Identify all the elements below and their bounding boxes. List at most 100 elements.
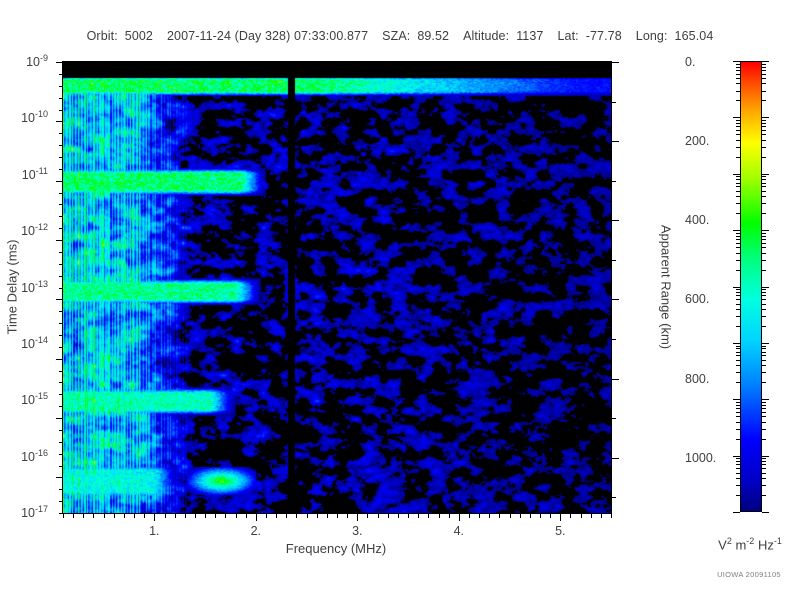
axis-tick — [56, 62, 63, 63]
axis-tick — [56, 418, 63, 420]
axis-tick — [762, 468, 766, 470]
frequency-tick-label: 1. — [149, 524, 160, 538]
axis-tick — [736, 416, 740, 418]
axis-tick — [736, 299, 740, 300]
axis-tick — [762, 316, 766, 317]
axis-tick — [347, 514, 349, 518]
axis-tick — [736, 295, 740, 297]
axis-tick — [736, 242, 740, 244]
axis-tick — [56, 180, 63, 182]
axis-tick — [736, 411, 740, 413]
axis-tick — [59, 133, 63, 135]
colorbar-tick-label: 10-14 — [21, 334, 48, 351]
axis-tick — [762, 458, 766, 460]
axis-tick — [762, 129, 766, 131]
axis-tick — [762, 120, 766, 121]
axis-tick — [762, 238, 766, 240]
x-axis-title: Frequency (MHz) — [285, 541, 387, 556]
axis-tick — [56, 358, 63, 360]
axis-tick — [612, 220, 619, 222]
axis-tick — [326, 514, 328, 518]
axis-tick — [762, 235, 766, 237]
apparent-range-tick-label: 1000. — [685, 450, 717, 465]
axis-tick — [59, 394, 63, 396]
axis-tick — [316, 514, 318, 518]
axis-tick — [276, 514, 278, 518]
axis-tick — [762, 299, 766, 300]
axis-tick — [736, 478, 740, 480]
axis-tick — [59, 382, 63, 384]
axis-tick — [174, 514, 176, 518]
axis-tick — [59, 251, 63, 253]
axis-tick — [59, 335, 63, 336]
axis-tick — [736, 63, 740, 65]
axis-tick — [83, 514, 85, 518]
axis-tick — [762, 495, 766, 496]
axis-tick — [733, 342, 740, 344]
axis-tick — [736, 428, 740, 430]
axis-tick — [736, 176, 740, 178]
axis-tick — [59, 311, 63, 313]
axis-tick — [63, 514, 64, 518]
axis-tick — [762, 464, 766, 466]
axis-tick — [736, 303, 740, 305]
axis-tick — [736, 190, 740, 192]
axis-tick — [762, 485, 766, 487]
axis-tick — [736, 421, 740, 423]
axis-tick — [762, 438, 766, 440]
axis-tick — [56, 477, 63, 479]
axis-tick — [762, 289, 766, 291]
axis-tick — [736, 196, 740, 198]
header-altitude-value: 1137 — [516, 29, 544, 43]
axis-tick — [134, 514, 135, 518]
axis-tick — [56, 299, 63, 301]
header-orbit-value: 5002 — [124, 29, 153, 43]
y-axis-title: Time Delay (ms) — [4, 239, 20, 335]
axis-tick — [762, 117, 769, 119]
axis-tick — [736, 359, 740, 361]
axis-tick — [736, 458, 740, 460]
axis-tick — [762, 269, 766, 271]
header-sza-value: 89.52 — [417, 29, 450, 43]
axis-tick — [59, 85, 63, 87]
axis-tick — [570, 514, 572, 518]
axis-tick — [73, 514, 75, 518]
y2-axis-title: Apparent Range (km) — [658, 224, 674, 350]
axis-tick — [612, 378, 619, 380]
axis-tick — [736, 401, 740, 403]
axis-tick — [733, 230, 740, 232]
axis-tick — [612, 497, 616, 499]
unit-m-exp: -2 — [746, 536, 755, 546]
axis-tick — [123, 514, 125, 518]
axis-tick — [762, 348, 766, 350]
unit-m: m — [735, 537, 747, 553]
axis-tick — [736, 139, 740, 141]
axis-tick — [762, 63, 766, 65]
axis-tick — [762, 399, 769, 401]
axis-tick — [59, 513, 63, 514]
header-sza-label: SZA: — [382, 29, 411, 43]
axis-tick — [736, 232, 740, 234]
axis-tick — [736, 182, 740, 184]
axis-tick — [611, 514, 612, 518]
axis-tick — [59, 156, 63, 158]
axis-tick — [762, 404, 766, 406]
axis-tick — [184, 514, 186, 518]
axis-tick — [736, 69, 740, 71]
axis-tick — [762, 372, 766, 374]
axis-tick — [736, 289, 740, 291]
axis-tick — [762, 182, 766, 184]
axis-tick — [762, 286, 769, 288]
axis-tick — [529, 514, 531, 518]
axis-tick — [59, 489, 63, 491]
axis-tick — [736, 238, 740, 240]
axis-tick — [762, 90, 766, 92]
axis-tick — [762, 408, 766, 409]
axis-tick — [736, 351, 740, 353]
axis-tick — [519, 514, 521, 518]
axis-tick — [736, 348, 740, 350]
axis-tick — [580, 514, 582, 518]
axis-tick — [736, 134, 740, 136]
axis-tick — [736, 372, 740, 374]
axis-tick — [762, 292, 766, 293]
